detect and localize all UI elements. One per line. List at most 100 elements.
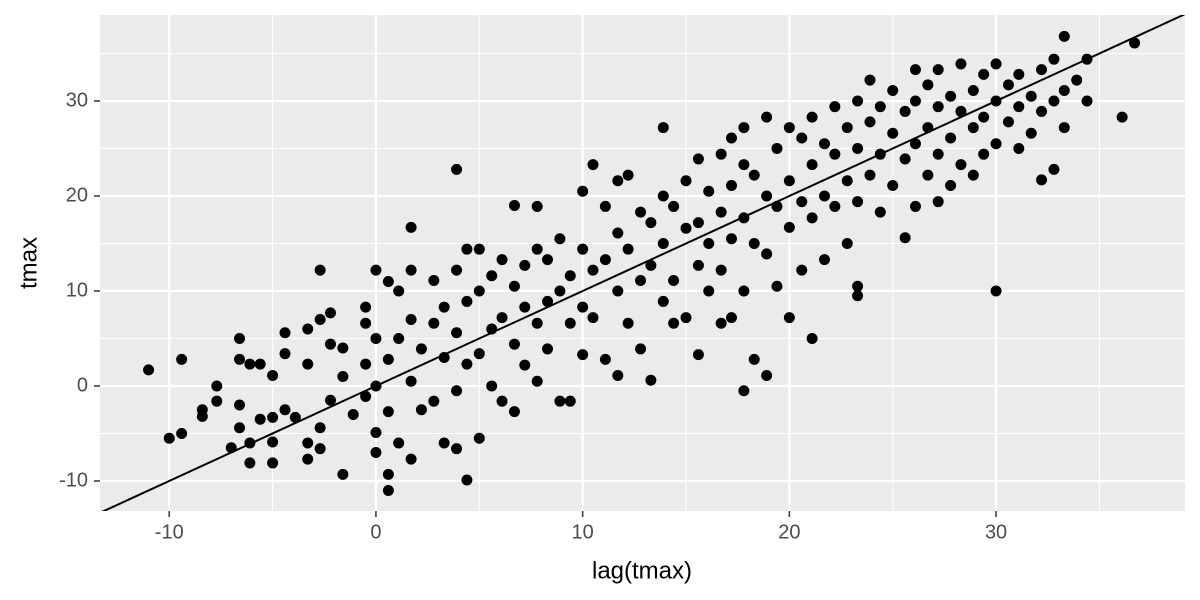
point [314,264,326,276]
point [244,358,256,370]
point [279,404,291,416]
point [1036,105,1048,117]
point [254,413,266,425]
point [382,484,394,496]
point [542,254,554,266]
point [1036,64,1048,76]
point [461,474,473,486]
point [1002,79,1014,91]
point [587,264,599,276]
point [1013,101,1025,113]
y-axis-title: tmax [15,237,42,289]
point [405,221,417,233]
x-tick-label: 0 [370,521,381,543]
point [564,270,576,282]
point [393,285,405,297]
point [519,301,531,313]
point [635,275,647,287]
point [428,275,440,287]
point [978,68,990,80]
point [852,95,864,107]
point [738,285,750,297]
point [451,443,463,455]
y-tick-label: -10 [59,469,88,491]
point [1048,53,1060,65]
point [932,148,944,160]
point [302,323,314,335]
point [438,437,450,449]
point [806,111,818,123]
point [531,200,543,212]
point [783,175,795,187]
point [806,159,818,171]
point [542,295,554,307]
point [899,105,911,117]
point [1129,37,1141,49]
point [508,199,520,211]
point [1081,95,1093,107]
point [909,95,921,107]
point [715,264,727,276]
point [852,290,864,302]
x-tick-label: -10 [155,521,184,543]
point [922,79,934,91]
point [622,169,634,181]
point [577,185,589,197]
point [176,427,188,439]
point [612,370,624,382]
point [738,122,750,134]
point [267,436,279,448]
y-tick-label: 30 [66,89,88,111]
point [864,116,876,128]
point [635,206,647,218]
point [451,264,463,276]
point [347,408,359,420]
point [725,132,737,144]
point [955,58,967,70]
point [692,217,704,229]
point [337,342,349,354]
point [382,406,394,418]
point [748,169,760,181]
point [887,127,899,139]
point [163,432,175,444]
point [955,105,967,117]
point [337,468,349,480]
point [990,138,1002,150]
point [725,312,737,324]
point [360,358,372,370]
point [461,243,473,255]
point [612,227,624,239]
point [680,312,692,324]
point [771,280,783,292]
point [370,264,382,276]
point [143,364,155,376]
point [864,169,876,181]
point [473,285,485,297]
point [577,243,589,255]
point [806,332,818,344]
point [587,312,599,324]
point [978,148,990,160]
point [635,343,647,355]
point [370,427,382,439]
point [703,185,715,197]
point [461,358,473,370]
point [428,317,440,329]
point [554,233,566,245]
point [496,395,508,407]
point [486,380,498,392]
point [577,349,589,361]
point [887,85,899,97]
point [874,206,886,218]
point [829,148,841,160]
point [852,280,864,292]
point [990,285,1002,297]
point [382,353,394,365]
point [314,443,326,455]
point [405,375,417,387]
point [267,411,279,423]
point [496,254,508,266]
